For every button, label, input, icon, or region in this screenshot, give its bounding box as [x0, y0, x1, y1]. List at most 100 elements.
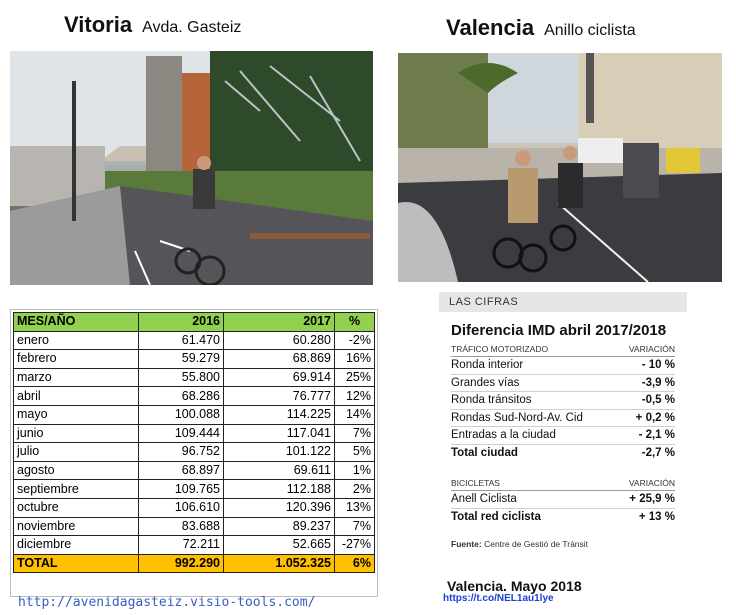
motor-subheader: TRÁFICO MOTORIZADO VARIACIÓN — [451, 343, 675, 357]
motor-row-value: -0,5 % — [641, 394, 675, 406]
header-2016: 2016 — [138, 312, 224, 332]
valencia-date-caption: Valencia. Mayo 2018 — [447, 578, 582, 594]
percent-cell: 7% — [334, 516, 375, 537]
value-2017-cell: 68.869 — [223, 349, 335, 369]
table-row: noviembre 83.688 89.237 7% — [13, 516, 375, 537]
cifras-source: Fuente: Centre de Gestió de Trànsit — [451, 539, 675, 549]
cifras-title: Diferencia IMD abril 2017/2018 — [451, 322, 667, 339]
table-row: abril 68.286 76.777 12% — [13, 386, 375, 406]
motor-row-value: - 10 % — [641, 359, 675, 371]
value-2017-cell: 120.396 — [223, 497, 335, 518]
bici-var-label: VARIACIÓN — [628, 478, 675, 488]
value-2016-cell: 61.470 — [138, 330, 224, 351]
percent-cell: 5% — [334, 442, 375, 462]
motor-row-label: Ronda tránsitos — [451, 394, 532, 406]
valencia-link[interactable]: https://t.co/NEL1au1lye — [443, 593, 554, 604]
motor-row: Entradas a la ciudad - 2,1 % — [451, 427, 675, 445]
month-cell: junio — [13, 423, 139, 444]
motor-label: TRÁFICO MOTORIZADO — [451, 344, 549, 354]
month-cell: febrero — [13, 349, 139, 369]
cifras-header: LAS CIFRAS — [439, 292, 687, 312]
motor-var-label: VARIACIÓN — [628, 344, 675, 354]
motor-row: Ronda tránsitos -0,5 % — [451, 392, 675, 410]
value-2016-cell: 96.752 — [138, 442, 224, 462]
monthly-traffic-table: MES/AÑO 2016 2017 % enero 61.470 60.280 -2%… — [10, 309, 378, 597]
table-row: octubre 106.610 120.396 13% — [13, 497, 375, 518]
valencia-street-photo — [398, 53, 722, 282]
header-percent: % — [334, 312, 375, 332]
bici-row-label: Anell Ciclista — [451, 493, 517, 505]
table-row: mayo 100.088 114.225 14% — [13, 404, 375, 425]
valencia-street: Anillo ciclista — [544, 22, 636, 39]
value-2017-cell: 69.611 — [223, 460, 335, 481]
motor-row-value: - 2,1 % — [638, 429, 675, 441]
percent-cell: 13% — [334, 497, 375, 518]
value-2016-cell: 68.897 — [138, 460, 224, 481]
percent-cell: -27% — [334, 535, 375, 555]
motor-row-label: Entradas a la ciudad — [451, 429, 556, 441]
total-2016: 992.290 — [138, 553, 224, 574]
table-row: febrero 59.279 68.869 16% — [13, 349, 375, 369]
vitoria-street: Avda. Gasteiz — [142, 19, 242, 36]
bici-row: Anell Ciclista + 25,9 % — [451, 491, 675, 509]
percent-cell: 2% — [334, 479, 375, 499]
value-2017-cell: 60.280 — [223, 330, 335, 351]
percent-cell: 7% — [334, 423, 375, 444]
percent-cell: 16% — [334, 349, 375, 369]
motor-total-label: Total ciudad — [451, 446, 518, 459]
value-2017-cell: 89.237 — [223, 516, 335, 537]
las-cifras-panel: LAS CIFRAS Diferencia IMD abril 2017/201… — [439, 292, 687, 574]
value-2016-cell: 59.279 — [138, 349, 224, 369]
percent-cell: 12% — [334, 386, 375, 406]
table-row: enero 61.470 60.280 -2% — [13, 330, 375, 351]
motor-row-label: Rondas Sud-Nord-Av. Cid — [451, 411, 583, 424]
month-cell: noviembre — [13, 516, 139, 537]
percent-cell: 14% — [334, 404, 375, 425]
bici-row-value: + 25,9 % — [629, 493, 675, 505]
bici-subheader: BICICLETAS VARIACIÓN — [451, 477, 675, 491]
table-header-row: MES/AÑO 2016 2017 % — [13, 312, 375, 332]
valencia-city: Valencia — [446, 15, 535, 40]
motor-row-value: -3,9 % — [641, 376, 675, 389]
table-row: agosto 68.897 69.611 1% — [13, 460, 375, 481]
value-2016-cell: 100.088 — [138, 404, 224, 425]
table-row: diciembre 72.211 52.665 -27% — [13, 535, 375, 555]
table-row: julio 96.752 101.122 5% — [13, 442, 375, 462]
value-2017-cell: 76.777 — [223, 386, 335, 406]
value-2016-cell: 68.286 — [138, 386, 224, 406]
motor-total-value: -2,7 % — [641, 446, 675, 459]
value-2016-cell: 72.211 — [138, 535, 224, 555]
value-2016-cell: 106.610 — [138, 497, 224, 518]
header-month: MES/AÑO — [13, 312, 139, 332]
vitoria-link[interactable]: http://avenidagasteiz.visio-tools.com/ — [18, 595, 316, 610]
month-cell: agosto — [13, 460, 139, 481]
month-cell: julio — [13, 442, 139, 462]
monthly-table: MES/AÑO 2016 2017 % enero 61.470 60.280 -2%… — [13, 312, 375, 574]
source-label: Fuente: — [451, 539, 482, 549]
value-2017-cell: 114.225 — [223, 404, 335, 425]
value-2017-cell: 117.041 — [223, 423, 335, 444]
percent-cell: -2% — [334, 330, 375, 351]
motor-row: Ronda interior - 10 % — [451, 357, 675, 375]
month-cell: enero — [13, 330, 139, 351]
month-cell: septiembre — [13, 479, 139, 499]
motor-row-value: + 0,2 % — [635, 411, 675, 424]
vitoria-title: Vitoria Avda. Gasteiz — [64, 12, 241, 38]
bici-label: BICICLETAS — [451, 478, 500, 488]
motor-row: Rondas Sud-Nord-Av. Cid + 0,2 % — [451, 410, 675, 427]
table-total-row: TOTAL 992.290 1.052.325 6% — [13, 553, 375, 574]
table-row: marzo 55.800 69.914 25% — [13, 367, 375, 388]
total-2017: 1.052.325 — [223, 553, 335, 574]
month-cell: abril — [13, 386, 139, 406]
value-2016-cell: 109.765 — [138, 479, 224, 499]
motor-row: Grandes vías -3,9 % — [451, 375, 675, 392]
valencia-title: Valencia Anillo ciclista — [446, 15, 636, 41]
value-2017-cell: 101.122 — [223, 442, 335, 462]
vitoria-street-photo — [10, 51, 373, 285]
table-row: junio 109.444 117.041 7% — [13, 423, 375, 444]
motor-row-label: Ronda interior — [451, 359, 524, 371]
total-percent: 6% — [334, 553, 375, 574]
source-text: Centre de Gestió de Trànsit — [484, 539, 589, 549]
value-2016-cell: 55.800 — [138, 367, 224, 388]
month-cell: mayo — [13, 404, 139, 425]
